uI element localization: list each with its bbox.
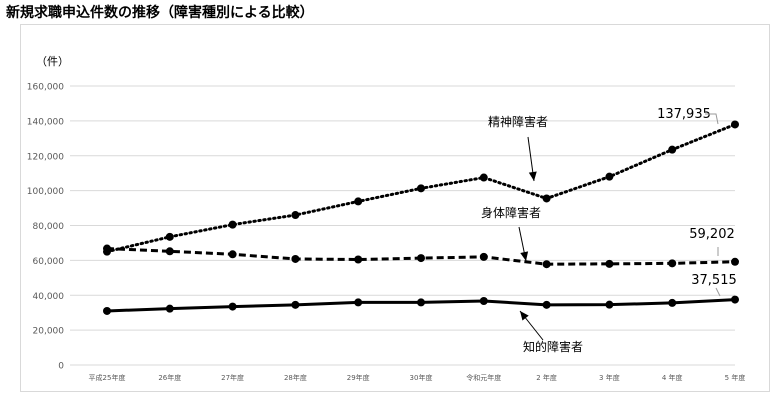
data-point — [165, 232, 174, 241]
data-point — [103, 244, 111, 253]
x-tick-label: 26年度 — [158, 373, 181, 382]
leader-line — [705, 113, 719, 125]
x-tick-label: 3 年度 — [599, 373, 620, 382]
data-point — [479, 297, 488, 306]
data-point — [668, 259, 677, 268]
series-label: 身体障害者 — [481, 205, 541, 220]
x-tick-label: 30年度 — [410, 373, 433, 382]
data-point — [165, 304, 174, 313]
chart-title: 新規求職申込件数の推移（障害種別による比較） — [6, 5, 314, 21]
y-tick-label: 40,000 — [33, 292, 65, 302]
data-label: 59,202 — [689, 227, 735, 242]
data-label: 137,935 — [657, 107, 711, 122]
data-point — [354, 197, 363, 206]
y-tick-label: 60,000 — [33, 257, 65, 267]
y-tick-label: 80,000 — [33, 222, 65, 232]
series-label: 知的障害者 — [523, 339, 583, 354]
y-tick-label: 100,000 — [27, 187, 64, 197]
arrow-head — [520, 311, 529, 321]
data-point — [542, 300, 551, 309]
data-point — [605, 300, 614, 309]
data-point — [417, 254, 425, 263]
data-point — [731, 295, 739, 304]
data-point — [291, 254, 300, 263]
data-point — [479, 252, 488, 261]
x-tick-label: 平成25年度 — [89, 373, 126, 382]
data-point — [479, 173, 488, 182]
y-tick-label: 140,000 — [27, 117, 64, 127]
data-point — [605, 259, 614, 268]
x-tick-label: 27年度 — [221, 373, 244, 382]
data-point — [605, 172, 614, 181]
data-point — [417, 298, 425, 307]
data-point — [291, 211, 300, 220]
data-point — [228, 302, 237, 311]
data-point — [542, 260, 551, 269]
x-tick-label: 5 年度 — [725, 373, 746, 382]
leader-line — [715, 287, 721, 297]
data-point — [103, 306, 111, 315]
data-point — [417, 184, 425, 193]
chart-frame — [20, 24, 770, 392]
data-point — [731, 257, 739, 266]
x-tick-label: 2 年度 — [536, 373, 557, 382]
data-point — [354, 298, 363, 307]
x-tick-label: 28年度 — [284, 373, 307, 382]
x-tick-label: 4 年度 — [662, 373, 683, 382]
arrow-head — [520, 251, 529, 261]
y-tick-label: 20,000 — [33, 327, 65, 337]
x-tick-label: 令和元年度 — [466, 373, 501, 382]
y-tick-label: 160,000 — [27, 83, 64, 93]
y-tick-label: 0 — [58, 362, 64, 372]
series-label: 精神障害者 — [488, 114, 548, 129]
y-tick-label: 120,000 — [27, 152, 64, 162]
data-point — [165, 247, 174, 256]
data-point — [731, 120, 739, 129]
data-point — [668, 145, 677, 154]
arrow-head — [528, 171, 537, 181]
data-point — [228, 250, 237, 259]
data-point — [542, 194, 551, 203]
y-axis-label: （件） — [36, 55, 69, 68]
x-tick-label: 29年度 — [347, 373, 370, 382]
data-point — [228, 220, 237, 229]
data-point — [354, 255, 363, 264]
data-point — [291, 300, 300, 309]
data-label: 37,515 — [691, 273, 737, 288]
data-point — [668, 298, 677, 307]
